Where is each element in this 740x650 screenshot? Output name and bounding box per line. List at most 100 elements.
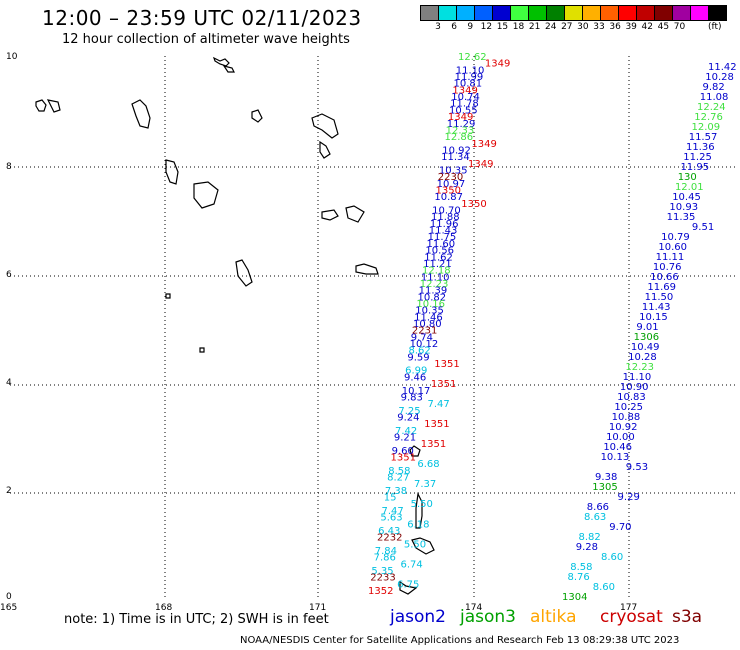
wave-height-label: 11.69 [647,282,676,293]
wave-height-label: 1349 [485,59,510,70]
color-scale-label: 39 [625,22,637,32]
wave-height-label: 10.12 [410,339,439,350]
wave-height-label: 12.09 [691,122,720,133]
wave-height-label: 10.97 [437,179,466,190]
island [35,99,47,112]
island-outlines [35,56,435,595]
wave-height-label: 8.27 [387,473,409,484]
wave-height-label: 10.79 [661,232,690,243]
wave-height-label: 11.36 [686,142,715,153]
wave-height-label: 10.70 [432,206,461,217]
color-scale-label: 9 [467,22,474,32]
wave-height-label: 1351 [421,439,446,450]
wave-height-label: 5.35 [371,566,393,577]
island [235,259,253,287]
wave-height-label: 7.42 [395,426,417,437]
wave-height-label: 9.74 [411,332,433,343]
wave-height-label: 8.60 [593,582,615,593]
wave-height-label: 7.84 [375,546,397,557]
wave-height-label: 10.16 [416,299,445,310]
wave-height-label: 11.39 [419,286,448,297]
wave-height-label: 10.17 [402,386,431,397]
wave-height-label: 8.58 [570,562,592,573]
color-scale-label: 42 [641,22,653,32]
wave-height-label: 7.47 [428,399,450,410]
wave-height-label: 9.38 [595,472,617,483]
legend-cryosat: cryosat [600,607,663,627]
wave-height-label: 10.81 [454,79,483,90]
color-scale-label: 36 [609,22,621,32]
island [411,537,435,555]
wave-height-label: 11.46 [414,312,443,323]
wave-height-label: 1349 [471,139,496,150]
wave-height-label: 9.51 [692,222,714,233]
note-text: note: 1) Time is in UTC; 2) SWH is in fe… [64,612,329,627]
wave-height-label: 6.43 [378,526,400,537]
wave-height-label: 9.60 [392,446,414,457]
wave-height-label: 5.50 [404,539,426,550]
island [311,113,339,139]
island [165,159,179,185]
wave-height-label: 11.78 [450,99,479,110]
legend-altika: altika [530,607,577,627]
wave-height-label: 6.18 [407,519,429,530]
wave-height-label: 7.25 [398,406,420,417]
track-b-labels: 11.4210.289.8211.0812.2412.7612.0911.571… [562,62,737,603]
island [409,445,421,457]
lat-lon-grid [10,56,738,600]
wave-height-label: 11.99 [455,72,484,83]
wave-height-label: 10.25 [614,402,643,413]
longitude-label: 171 [309,603,327,613]
wave-height-label: 11.60 [427,239,456,250]
wave-height-label: 7.38 [385,486,407,497]
wave-height-label: 2231 [412,326,437,337]
wave-height-label: 12.76 [694,112,723,123]
wave-height-label: 10.28 [705,72,734,83]
wave-height-label: 11.42 [708,62,737,73]
wave-height-label: 1306 [634,332,659,343]
wave-height-label: 9.82 [702,82,724,93]
island [46,99,61,113]
wave-height-label: 1305 [592,482,617,493]
wave-height-label: 2232 [377,533,402,544]
wave-height-label: 10.13 [601,452,630,463]
color-scale-unit: (ft) [708,22,722,32]
legend-jason3: jason3 [460,607,516,627]
color-swatch [708,5,727,21]
color-scale-labels: 3 6 9 12 15 18 21 24 27 30 33 36 39 42 45 70 [430,22,688,32]
island [415,492,423,529]
wave-height-label: 6.99 [405,366,427,377]
wave-height-label: 1352 [368,586,393,597]
island [131,99,151,129]
wave-height-label: 12.24 [697,102,726,113]
wave-height-label: 11.62 [424,252,453,263]
wave-height-label: 10.28 [628,352,657,363]
wave-height-label: 15 [384,493,397,504]
wave-height-label: 8.82 [579,532,601,543]
wave-height-label: 12.23 [420,279,449,290]
wave-height-label: 10.35 [415,306,444,317]
latitude-label: 2 [6,486,12,496]
color-scale-label: 15 [496,22,509,32]
island [321,209,339,221]
wave-height-label: 9.29 [618,492,640,503]
color-scale-label: 45 [657,22,670,32]
wave-height-label: 10.82 [418,292,447,303]
island [251,109,263,123]
color-scale-label: 27 [561,22,573,32]
wave-height-label: 11.50 [645,292,674,303]
wave-height-label: 6.74 [401,559,423,570]
wave-height-label: 1349 [468,159,493,170]
wave-height-label: 9.59 [407,352,429,363]
island [199,347,205,353]
wave-height-label: 11.34 [441,152,470,163]
island [319,140,331,159]
color-scale-label: 21 [528,22,541,32]
wave-height-label: 10.80 [413,319,442,330]
longitude-label: 174 [465,603,483,613]
color-scale-label: 3 [435,22,441,32]
latitude-label: 8 [6,162,12,172]
wave-height-label: 1351 [434,359,459,370]
color-scale-label: 33 [593,22,605,32]
wave-height-label: 11.10 [421,272,450,283]
